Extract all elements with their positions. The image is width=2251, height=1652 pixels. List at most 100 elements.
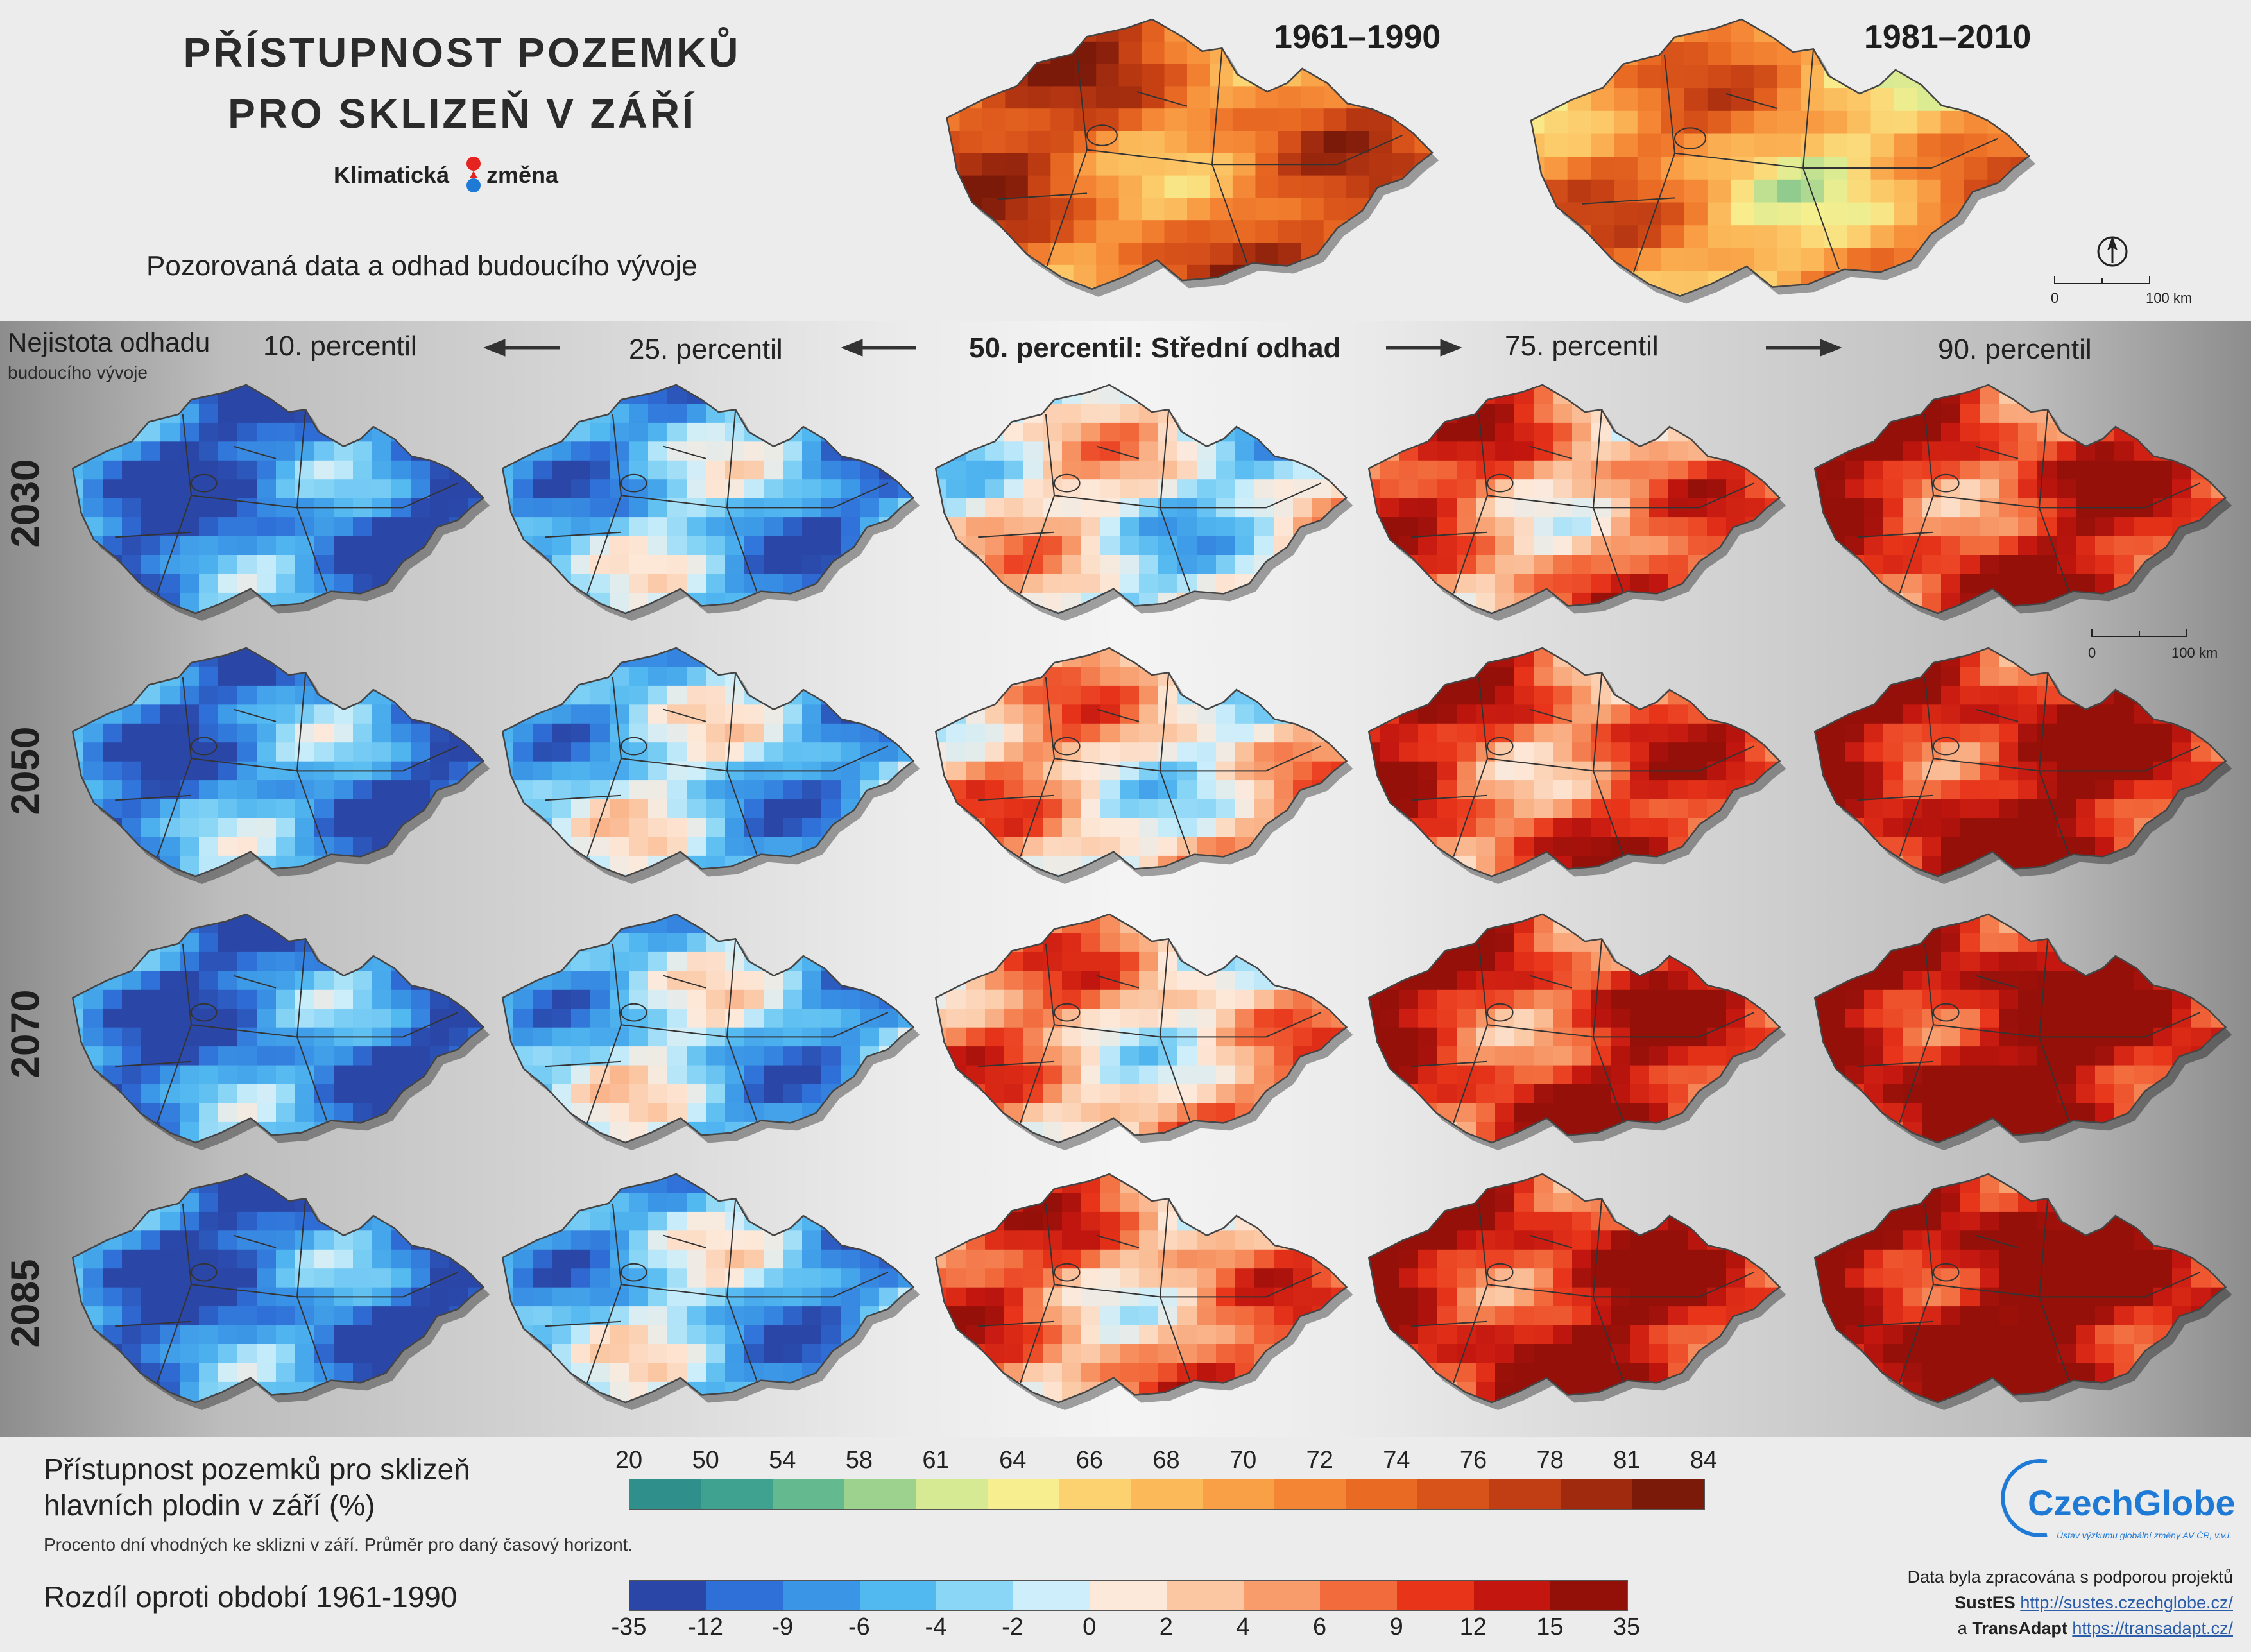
region-boundary: [297, 1272, 459, 1298]
colorbar-swatch: [1489, 1479, 1561, 1509]
map-outline: [934, 384, 1348, 615]
link-sustes[interactable]: http://sustes.czechglobe.cz/: [2020, 1593, 2233, 1612]
prague-boundary: [1933, 1003, 1960, 1022]
colorbar-swatch: [1274, 1479, 1346, 1509]
region-boundary: [296, 409, 307, 508]
map-outline: [1813, 913, 2227, 1144]
czechglobe-logo-icon: [2001, 1459, 2048, 1537]
colorbar-tick: 9: [1389, 1614, 1403, 1640]
map-outline: [71, 384, 485, 615]
region-boundary: [296, 939, 307, 1037]
czechglobe-logo: CzechGlobe: [2028, 1483, 2236, 1523]
region-boundary: [1593, 1012, 1755, 1038]
colorbar-swatch: [1632, 1479, 1705, 1509]
prague-boundary: [1086, 124, 1118, 146]
region-boundary: [1975, 975, 2019, 989]
region-boundary: [545, 794, 622, 801]
region-boundary: [978, 794, 1055, 801]
prague-boundary: [1054, 1263, 1081, 1282]
region-boundary: [115, 1060, 192, 1068]
colorbar-tick: 4: [1236, 1614, 1250, 1640]
region-boundary: [1857, 1320, 1934, 1327]
colorbar-tick: 2: [1159, 1614, 1173, 1640]
colorbar-tick: 20: [615, 1447, 643, 1474]
colorbar-tick: 66: [1075, 1447, 1103, 1474]
map-raster: [1815, 1174, 2226, 1402]
colorbar-swatch: [629, 1581, 706, 1610]
region-boundary: [1096, 708, 1140, 722]
colorbar-tick: 64: [999, 1447, 1027, 1474]
map-outline: [1367, 384, 1781, 615]
region-boundary: [545, 1320, 622, 1327]
colorbar-swatch: [1346, 1479, 1418, 1509]
region-boundary: [726, 409, 737, 508]
prague-boundary: [1933, 1263, 1960, 1282]
header-arrows: [483, 339, 1842, 357]
colorbar-difference-ticks: -35 -12 -9 -6 -4 -2 0 2 4 6 9 12 15 35: [0, 1614, 2251, 1646]
region-boundary: [997, 192, 1088, 200]
prague-boundary: [1933, 737, 1960, 756]
region-boundary: [1411, 1060, 1488, 1068]
map-outline: [1813, 647, 2227, 878]
map-raster: [73, 648, 484, 876]
prague-boundary: [191, 473, 218, 493]
title-line2: PRO SKLIZEŇ V ZÁŘÍ: [228, 90, 696, 137]
map-raster: [1815, 914, 2226, 1143]
region-boundary: [545, 531, 622, 538]
credits-block: Data byla zpracována s podporou projektů…: [1733, 1564, 2233, 1641]
map-outline: [1367, 913, 1781, 1144]
colorbar-absolute: [629, 1479, 1705, 1510]
column-header-p75: 75. percentil: [1505, 330, 1659, 362]
prague-boundary: [1054, 737, 1081, 756]
scale-bar-top: [2054, 276, 2150, 284]
region-boundary: [1529, 975, 1573, 989]
region-boundary: [1582, 197, 1675, 205]
prague-boundary: [1933, 473, 1960, 493]
region-boundary: [1096, 1234, 1140, 1248]
map-raster: [1815, 648, 2226, 876]
region-boundary: [978, 1060, 1055, 1068]
region-boundary: [2039, 672, 2049, 771]
colorbar-tick: -9: [771, 1614, 794, 1640]
colorbar-absolute-ticks: 20 50 54 58 61 64 66 68 70 72 74 76 78 81 84: [0, 1447, 2251, 1479]
colorbar-swatch: [1243, 1581, 1321, 1610]
colorbar-swatch: [1059, 1479, 1131, 1509]
colorbar-tick: -2: [1002, 1614, 1023, 1640]
link-transadapt[interactable]: https://transadapt.cz/: [2072, 1619, 2233, 1638]
region-boundary: [726, 672, 737, 771]
map-raster: [73, 1174, 484, 1402]
colorbar-swatch: [629, 1479, 701, 1509]
right-arrow-icon: [1440, 339, 1462, 357]
north-arrow-icon: [2097, 236, 2128, 267]
region-boundary: [545, 1060, 622, 1068]
colorbar-tick: 6: [1312, 1614, 1327, 1640]
region-boundary: [297, 745, 459, 772]
region-boundary: [1803, 137, 1999, 169]
scale-top-zero: 0: [2051, 290, 2059, 306]
colorbar-tick: 68: [1152, 1447, 1180, 1474]
colorbar-tick: 0: [1083, 1614, 1097, 1640]
colorbar-swatch: [701, 1479, 773, 1509]
prague-boundary: [1487, 737, 1514, 756]
map-raster: [502, 1174, 914, 1402]
region-boundary: [1593, 939, 1603, 1037]
prague-boundary: [621, 473, 647, 493]
left-arrow-icon: [483, 339, 506, 357]
region-boundary: [1529, 445, 1573, 459]
region-boundary: [1160, 482, 1322, 509]
region-boundary: [1857, 794, 1934, 801]
right-arrow-icon: [1820, 339, 1842, 357]
region-boundary: [233, 708, 277, 722]
credits-line1: Data byla zpracována s podporou projektů: [1907, 1567, 2233, 1587]
colorbar-swatch: [1013, 1581, 1090, 1610]
region-boundary: [1160, 672, 1170, 771]
colorbar-swatch: [1473, 1581, 1551, 1610]
scenario-maps: [71, 384, 2232, 1410]
colorbar-tick: -4: [925, 1614, 947, 1640]
region-boundary: [2039, 745, 2201, 772]
colorbar-swatch: [1561, 1479, 1633, 1509]
region-boundary: [1857, 531, 1934, 538]
map-outline: [501, 384, 915, 615]
map-outline: [1530, 18, 2030, 297]
colorbar-swatch: [783, 1581, 860, 1610]
